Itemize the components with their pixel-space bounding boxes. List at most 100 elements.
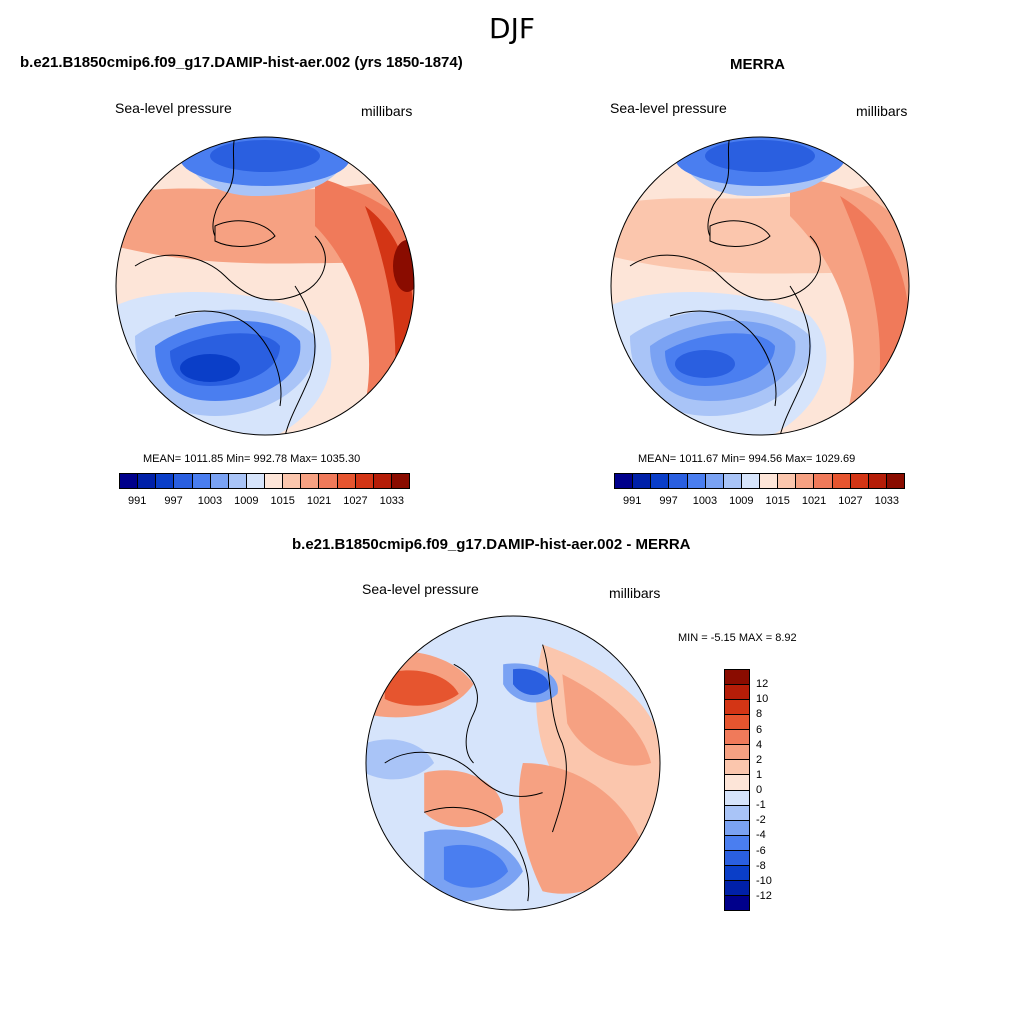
panel-model-colorbar-swatch <box>355 474 374 488</box>
panel-diff-units-label: millibars <box>609 585 661 601</box>
panel-model-colorbar-swatch <box>138 474 157 488</box>
panel-diff-colorbar-swatch <box>725 820 749 836</box>
panel-diff-polar-map <box>365 615 661 911</box>
panel-obs-colorbar <box>614 473 905 489</box>
panel-diff-colorbar-swatch <box>725 700 749 716</box>
panel-obs-colorbar-swatch <box>669 474 688 488</box>
panel-model-colorbar-swatch <box>192 474 211 488</box>
panel-model-colorbar-tick-label: 1003 <box>197 495 223 507</box>
panel-model-colorbar-swatch <box>337 474 356 488</box>
panel-obs-stats: MEAN= 1011.67 Min= 994.56 Max= 1029.69 <box>638 453 856 465</box>
panel-diff-title: b.e21.B1850cmip6.f09_g17.DAMIP-hist-aer.… <box>292 536 691 553</box>
panel-diff-colorbar-tick-label: 1 <box>756 768 763 781</box>
panel-diff-colorbar-swatch <box>725 790 749 806</box>
panel-diff-colorbar-tick-label: -10 <box>756 874 772 887</box>
panel-diff-colorbar-swatch <box>725 775 749 791</box>
panel-diff-variable-label: Sea-level pressure <box>362 581 479 597</box>
panel-model-colorbar-tick-label: 1027 <box>343 495 368 507</box>
panel-obs-colorbar-swatch <box>832 474 851 488</box>
panel-model-colorbar-ticks: 991 997 1003 1009 1015 1021 1027 1033 <box>119 495 410 509</box>
panel-diff-colorbar <box>724 669 750 911</box>
panel-obs-colorbar-tick-label: 1021 <box>801 495 827 507</box>
panel-model-colorbar-tick-label: 1015 <box>270 495 295 507</box>
panel-diff-colorbar-swatch <box>725 895 749 910</box>
panel-diff-colorbar-swatch <box>725 760 749 776</box>
panel-model-colorbar-swatch <box>210 474 229 488</box>
panel-model-colorbar-tick-label: 991 <box>128 495 147 507</box>
panel-model-colorbar-swatch <box>265 474 284 488</box>
panel-obs-colorbar-tick-label: 1027 <box>838 495 863 507</box>
panel-obs-colorbar-tick-label: 991 <box>623 495 642 507</box>
panel-model-colorbar-swatch <box>301 474 320 488</box>
panel-obs-colorbar-swatch <box>687 474 706 488</box>
panel-obs-colorbar-swatch <box>814 474 833 488</box>
panel-obs-colorbar-swatch <box>741 474 760 488</box>
panel-model-colorbar <box>119 473 410 489</box>
panel-diff-colorbar-tick-label: -1 <box>756 799 766 812</box>
panel-diff-colorbar-tick-label: -8 <box>756 859 766 872</box>
panel-model-stats: MEAN= 1011.85 Min= 992.78 Max= 1035.30 <box>143 453 361 465</box>
panel-obs-title: MERRA <box>730 56 785 73</box>
panel-obs-colorbar-tick-label: 1015 <box>765 495 790 507</box>
panel-diff-colorbar-swatch <box>725 805 749 821</box>
panel-diff-colorbar-tick-label: 12 <box>756 678 769 691</box>
panel-diff-colorbar-swatch <box>725 745 749 761</box>
panel-model-colorbar-swatch <box>246 474 265 488</box>
panel-diff-colorbar-tick-label: -4 <box>756 829 766 842</box>
panel-model-colorbar-swatch <box>319 474 338 488</box>
panel-model-colorbar-tick-label: 1009 <box>234 495 259 507</box>
panel-diff-colorbar-tick-label: 0 <box>756 784 763 796</box>
panel-diff-colorbar-ticks: 12 10 8 6 4 2 1 0 -1 -2 -4 -6 -8 -10 -12 <box>756 669 796 911</box>
panel-model-colorbar-tick-label: 997 <box>164 495 183 507</box>
panel-diff-colorbar-swatch <box>725 850 749 866</box>
panel-diff-colorbar-swatch <box>725 730 749 746</box>
panel-obs-polar-map <box>610 136 910 436</box>
panel-model-colorbar-swatch <box>373 474 392 488</box>
panel-diff-stats: MIN = -5.15 MAX = 8.92 <box>678 632 797 644</box>
panel-obs-colorbar-swatch <box>651 474 670 488</box>
panel-diff-colorbar-swatch <box>725 880 749 896</box>
panel-diff-colorbar-swatch <box>725 865 749 881</box>
panel-obs-colorbar-swatch <box>886 474 904 488</box>
panel-diff-colorbar-tick-label: -2 <box>756 814 766 827</box>
panel-obs-colorbar-swatch <box>633 474 652 488</box>
panel-obs-colorbar-swatch <box>723 474 742 488</box>
panel-obs-colorbar-swatch <box>778 474 797 488</box>
panel-model-colorbar-swatch <box>174 474 193 488</box>
panel-model-colorbar-swatch <box>228 474 247 488</box>
panel-model-colorbar-swatch <box>156 474 175 488</box>
panel-diff-colorbar-tick-label: -6 <box>756 844 766 857</box>
panel-obs-colorbar-tick-label: 997 <box>659 495 678 507</box>
panel-model-polar-map <box>115 136 415 436</box>
panel-model-colorbar-swatch <box>120 474 139 488</box>
panel-diff-colorbar-tick-label: 8 <box>756 708 763 721</box>
panel-diff-colorbar-tick-label: 2 <box>756 753 763 766</box>
panel-model-colorbar-tick-label: 1021 <box>306 495 332 507</box>
panel-obs-colorbar-swatch <box>868 474 887 488</box>
figure-title: DJF <box>489 12 535 45</box>
panel-diff-colorbar-tick-label: 4 <box>756 738 763 751</box>
panel-diff-colorbar-tick-label: 10 <box>756 693 769 706</box>
panel-diff-colorbar-tick-label: 6 <box>756 723 763 736</box>
panel-diff-colorbar-swatch <box>725 685 749 701</box>
panel-obs-variable-label: Sea-level pressure <box>610 100 727 116</box>
panel-obs-colorbar-tick-label: 1033 <box>874 495 900 507</box>
panel-model-units-label: millibars <box>361 103 413 119</box>
panel-model-colorbar-tick-label: 1033 <box>379 495 405 507</box>
panel-model-variable-label: Sea-level pressure <box>115 100 232 116</box>
panel-diff-colorbar-swatch <box>725 715 749 731</box>
panel-model-colorbar-swatch <box>391 474 409 488</box>
panel-obs-colorbar-swatch <box>615 474 634 488</box>
panel-diff-colorbar-tick-label: -12 <box>756 889 772 902</box>
panel-obs-units-label: millibars <box>856 103 908 119</box>
panel-model-colorbar-swatch <box>283 474 302 488</box>
panel-model-title: b.e21.B1850cmip6.f09_g17.DAMIP-hist-aer.… <box>20 54 463 71</box>
panel-diff-colorbar-swatch <box>725 670 749 686</box>
panel-diff-colorbar-swatch <box>725 835 749 851</box>
panel-obs-colorbar-tick-label: 1009 <box>729 495 754 507</box>
panel-obs-colorbar-swatch <box>796 474 815 488</box>
panel-obs-colorbar-swatch <box>850 474 869 488</box>
panel-obs-colorbar-swatch <box>760 474 779 488</box>
panel-obs-colorbar-swatch <box>705 474 724 488</box>
panel-obs-colorbar-ticks: 991 997 1003 1009 1015 1021 1027 1033 <box>614 495 905 509</box>
